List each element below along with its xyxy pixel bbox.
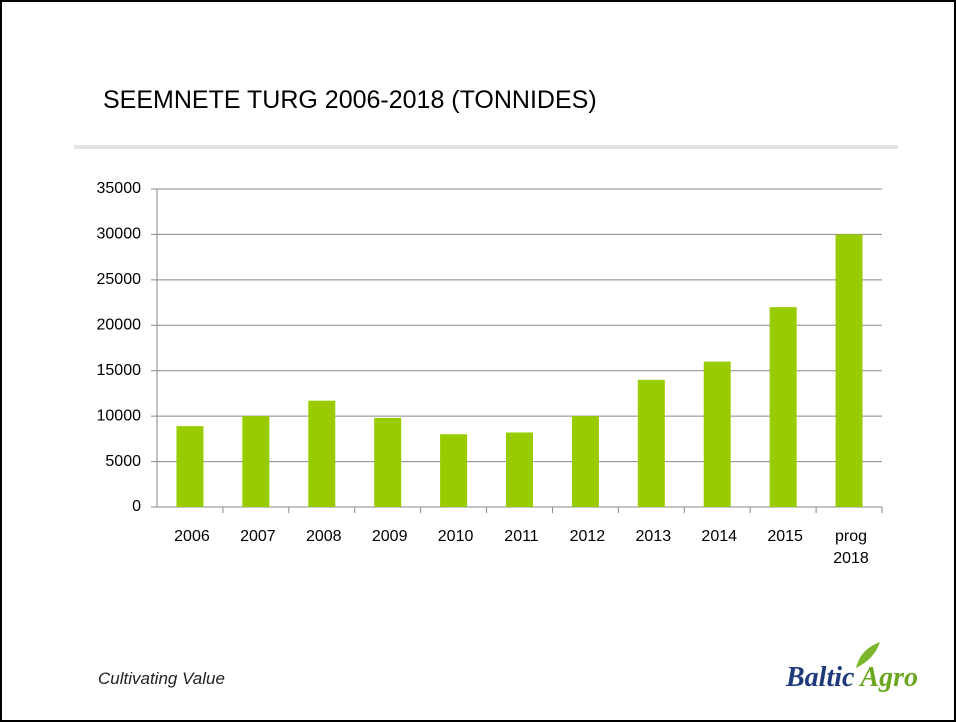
- logo: Baltic Agro: [786, 642, 918, 694]
- bar: [835, 234, 863, 507]
- y-tick-label: 30000: [97, 226, 142, 243]
- logo-left: Baltic: [786, 662, 855, 693]
- bar: [506, 432, 533, 507]
- x-tick-label: 2014: [701, 528, 738, 545]
- logo-leaf: [856, 642, 880, 668]
- x-tick-label: 2013: [635, 528, 672, 545]
- y-tick-label: 5000: [105, 453, 141, 470]
- bar: [637, 379, 665, 507]
- y-tick-label: 10000: [97, 407, 142, 424]
- x-tick-label: 2008: [305, 528, 342, 545]
- y-tick-label: 35000: [97, 180, 142, 197]
- title-rule: [74, 145, 898, 149]
- x-tick-label: prog 2018: [833, 528, 869, 567]
- x-tick-label: 2009: [371, 528, 408, 545]
- y-tick-label: 20000: [97, 317, 142, 334]
- bar: [374, 417, 402, 507]
- x-tick-label: 2010: [437, 528, 474, 545]
- y-tick-label: 25000: [97, 271, 142, 288]
- x-tick-label: 2011: [504, 528, 539, 545]
- x-tick-label: 2012: [569, 528, 606, 545]
- bar: [571, 416, 599, 507]
- bar: [176, 426, 204, 507]
- y-tick-label: 0: [132, 498, 141, 515]
- bar: [440, 434, 468, 507]
- bar: [308, 400, 336, 507]
- x-tick-label: 2007: [240, 528, 276, 545]
- slide-title: SEEMNETE TURG 2006-2018 (TONNIDES): [103, 86, 597, 114]
- bar: [769, 307, 797, 507]
- bar: [242, 416, 270, 507]
- slogan: Cultivating Value: [98, 669, 225, 688]
- y-tick-label: 15000: [97, 362, 142, 379]
- x-tick-label: 2006: [174, 528, 210, 545]
- logo-right: Agro: [860, 662, 918, 693]
- x-tick-label: 2015: [767, 528, 803, 545]
- bar: [703, 361, 731, 507]
